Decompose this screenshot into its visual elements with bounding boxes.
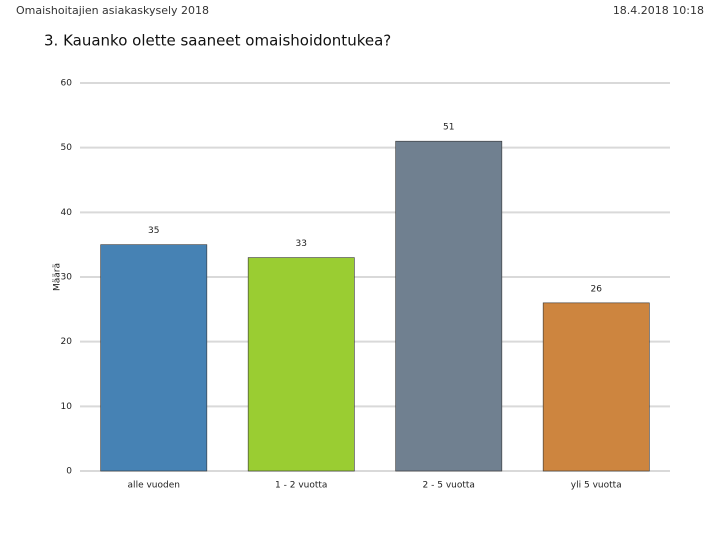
bar (100, 244, 208, 472)
y-tick-label: 10 (61, 402, 73, 412)
bar (395, 140, 503, 472)
x-tick-label: alle vuoden (128, 481, 180, 491)
report-date: 18.4.2018 10:18 (613, 4, 704, 17)
x-tick-label: 2 - 5 vuotta (423, 481, 475, 491)
y-tick-label: 30 (61, 273, 73, 283)
data-label: 51 (443, 123, 454, 133)
report-title: Omaishoitajien asiakaskysely 2018 (16, 4, 209, 17)
data-label: 35 (148, 226, 159, 236)
chart-title: 3. Kauanko olette saaneet omaishoidontuk… (44, 32, 391, 50)
bar (542, 302, 650, 472)
y-tick-label: 20 (61, 337, 73, 347)
data-label: 26 (591, 284, 603, 294)
y-axis-label: Määrä (53, 263, 63, 291)
x-tick-label: 1 - 2 vuotta (275, 481, 327, 491)
x-tick-label: yli 5 vuotta (571, 481, 622, 491)
y-tick-label: 0 (66, 467, 72, 477)
y-tick-label: 60 (61, 79, 73, 89)
bar (247, 257, 355, 472)
y-tick-label: 50 (61, 143, 73, 153)
data-label: 33 (296, 239, 307, 249)
y-tick-label: 40 (61, 208, 73, 218)
